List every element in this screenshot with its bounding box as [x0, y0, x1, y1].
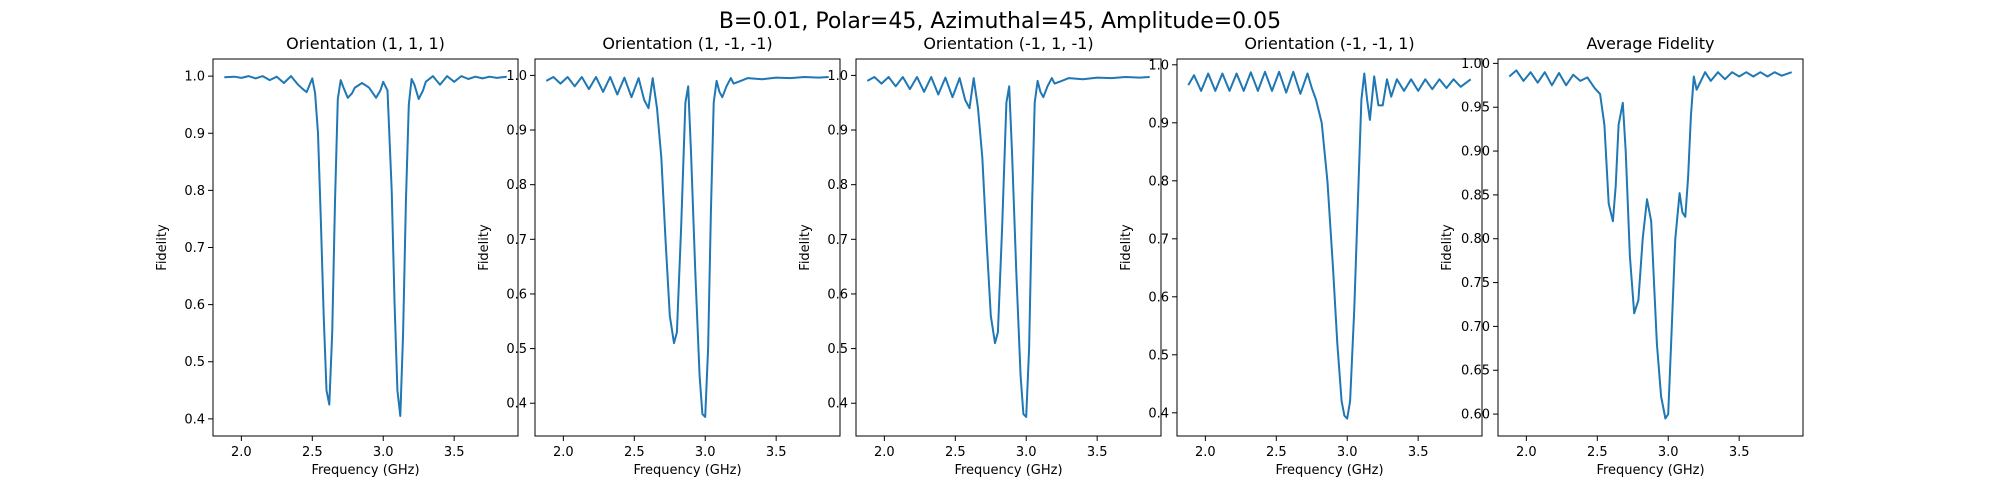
y-tick-label: 0.4: [184, 412, 205, 427]
y-tick-label: 0.9: [184, 127, 205, 142]
x-tick-label: 2.0: [874, 445, 895, 460]
y-tick-label: 0.9: [506, 124, 527, 139]
y-tick-label: 0.7: [184, 241, 205, 256]
y-tick-label: 0.7: [506, 233, 527, 248]
y-tick-label: 1.0: [184, 70, 205, 85]
y-tick-label: 0.60: [1461, 408, 1490, 423]
y-tick-label: 0.65: [1461, 364, 1490, 379]
y-tick-label: 0.8: [184, 184, 205, 199]
plot-area-frame: [855, 58, 1162, 437]
fidelity-line: [224, 75, 507, 417]
x-axis-label: Frequency (GHz): [1275, 463, 1383, 478]
x-axis-label: Frequency (GHz): [1596, 463, 1704, 478]
y-tick-label: 0.85: [1461, 188, 1490, 203]
y-axis-label: Fidelity: [477, 224, 492, 271]
x-tick-label: 3.0: [1337, 445, 1358, 460]
fidelity-line: [1508, 69, 1793, 420]
plot-area-frame: [1176, 58, 1483, 437]
subplot-1: Orientation (1, 1, 1) 2.0 2.5 3.0 3.5 0.4 0.5 0…: [155, 34, 519, 478]
y-tick-label: 1.00: [1461, 57, 1490, 72]
y-tick-label: 0.9: [827, 124, 848, 139]
x-tick-label: 2.0: [1195, 445, 1216, 460]
y-tick-label: 0.80: [1461, 232, 1490, 247]
y-tick-label: 0.8: [1148, 174, 1169, 189]
x-tick-label: 2.0: [1516, 445, 1537, 460]
x-tick-label: 3.0: [695, 445, 716, 460]
y-tick-label: 0.75: [1461, 276, 1490, 291]
y-tick-label: 0.6: [1148, 290, 1169, 305]
x-tick-label: 2.5: [1587, 445, 1608, 460]
x-tick-label: 3.5: [766, 445, 787, 460]
x-tick-label: 2.0: [553, 445, 574, 460]
x-tick-label: 3.5: [1087, 445, 1108, 460]
x-tick-label: 3.5: [1408, 445, 1429, 460]
y-tick-label: 0.4: [1148, 406, 1169, 421]
y-tick-label: 0.7: [1148, 232, 1169, 247]
x-tick-label: 2.0: [231, 445, 252, 460]
fidelity-line: [866, 76, 1150, 418]
x-tick-label: 2.5: [624, 445, 645, 460]
y-axis-label: Fidelity: [798, 224, 813, 271]
plot-area-frame: [212, 58, 519, 437]
y-tick-label: 0.6: [184, 298, 205, 313]
fidelity-line: [1187, 70, 1472, 420]
y-tick-label: 0.6: [506, 287, 527, 302]
subplot-title: Orientation (-1, 1, -1): [923, 34, 1093, 53]
y-tick-label: 0.5: [827, 342, 848, 357]
x-tick-label: 3.5: [1729, 445, 1750, 460]
x-tick-label: 2.5: [945, 445, 966, 460]
x-tick-label: 3.5: [444, 445, 465, 460]
x-axis-label: Frequency (GHz): [633, 463, 741, 478]
y-tick-label: 0.95: [1461, 101, 1490, 116]
x-axis-label: Frequency (GHz): [311, 463, 419, 478]
subplot-2: Orientation (1, -1, -1) 2.0 2.5 3.0 3.5 0.4 0.…: [477, 34, 841, 478]
y-tick-label: 0.90: [1461, 145, 1490, 160]
y-tick-label: 0.9: [1148, 116, 1169, 131]
y-tick-label: 0.4: [827, 397, 848, 412]
y-axis-label: Fidelity: [155, 224, 170, 271]
y-tick-label: 0.8: [506, 178, 527, 193]
y-tick-label: 0.7: [827, 233, 848, 248]
y-tick-label: 0.4: [506, 397, 527, 412]
y-tick-label: 0.8: [827, 178, 848, 193]
subplot-title: Orientation (1, -1, -1): [602, 34, 772, 53]
subplot-3: Orientation (-1, 1, -1) 2.0 2.5 3.0 3.5 0.4 0.…: [798, 34, 1162, 478]
subplot-title: Orientation (1, 1, 1): [286, 34, 445, 53]
subplot-4: Orientation (-1, -1, 1) 2.0 2.5 3.0 3.5 0.4 0.…: [1119, 34, 1483, 478]
subplot-title: Orientation (-1, -1, 1): [1244, 34, 1414, 53]
subplot-5: Average Fidelity 2.0 2.5 3.0 3.5 0.60 0.65 0.70…: [1440, 34, 1804, 478]
y-tick-label: 1.0: [506, 69, 527, 84]
x-tick-label: 3.0: [1016, 445, 1037, 460]
plot-area-frame: [534, 58, 841, 437]
y-tick-label: 0.5: [1148, 348, 1169, 363]
x-tick-label: 2.5: [1266, 445, 1287, 460]
y-tick-label: 0.5: [506, 342, 527, 357]
y-tick-label: 1.0: [1148, 58, 1169, 73]
x-tick-label: 3.0: [1658, 445, 1679, 460]
subplots: Orientation (1, 1, 1) 2.0 2.5 3.0 3.5 0.4 0.5 0…: [155, 34, 1804, 478]
figure-title: B=0.01, Polar=45, Azimuthal=45, Amplitud…: [719, 9, 1281, 34]
y-axis-label: Fidelity: [1440, 224, 1455, 271]
x-axis-label: Frequency (GHz): [954, 463, 1062, 478]
y-tick-label: 1.0: [827, 69, 848, 84]
y-tick-label: 0.6: [827, 287, 848, 302]
x-tick-label: 2.5: [302, 445, 323, 460]
y-tick-label: 0.5: [184, 355, 205, 370]
plot-area-frame: [1497, 58, 1804, 437]
x-tick-label: 3.0: [373, 445, 394, 460]
y-tick-label: 0.70: [1461, 320, 1490, 335]
subplot-title: Average Fidelity: [1587, 34, 1715, 53]
y-axis-label: Fidelity: [1119, 224, 1134, 271]
fidelity-line: [545, 76, 829, 418]
